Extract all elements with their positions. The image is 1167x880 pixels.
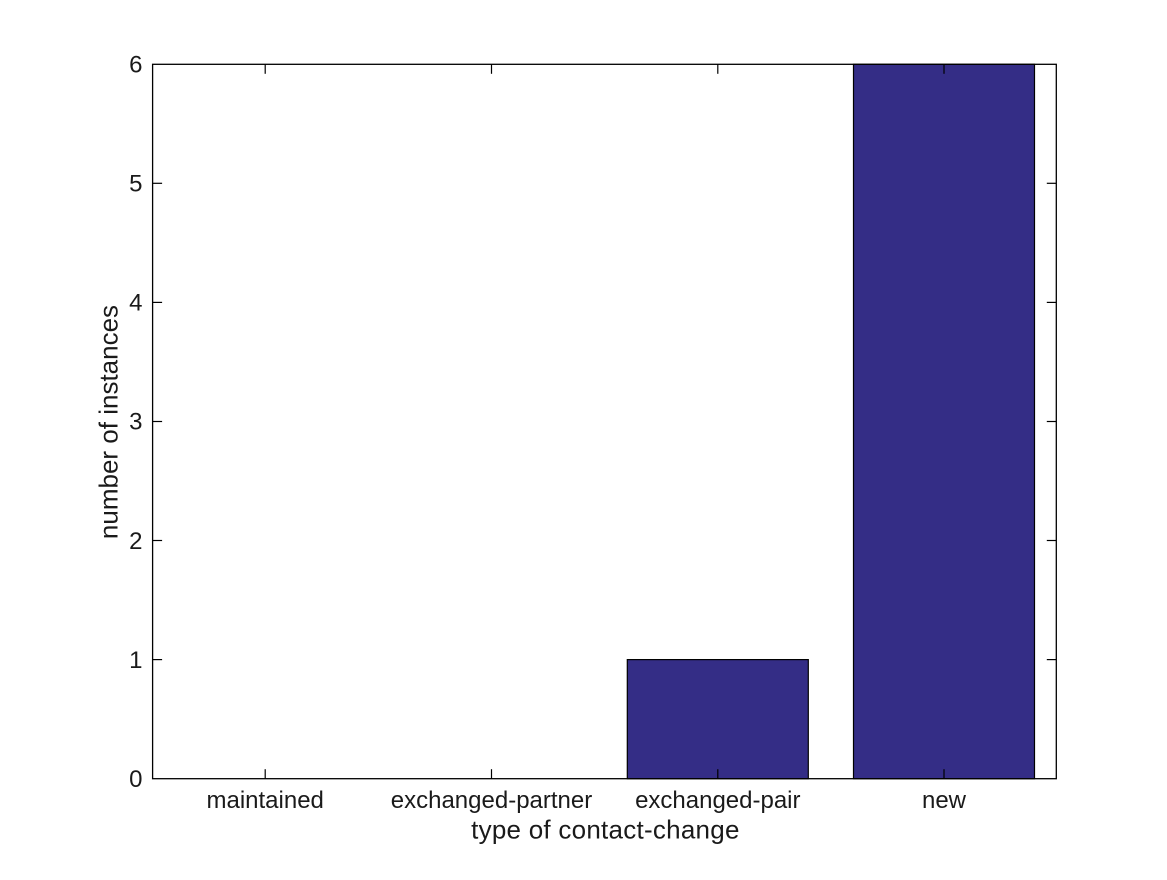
svg-text:maintained: maintained	[206, 787, 323, 814]
svg-text:2: 2	[129, 528, 142, 555]
svg-text:4: 4	[129, 290, 142, 317]
svg-text:type of contact-change: type of contact-change	[471, 815, 740, 845]
svg-text:exchanged-partner: exchanged-partner	[391, 787, 592, 814]
svg-text:1: 1	[129, 647, 142, 674]
svg-text:6: 6	[129, 52, 142, 79]
svg-text:exchanged-pair: exchanged-pair	[635, 787, 800, 814]
svg-text:3: 3	[129, 409, 142, 436]
svg-text:number of instances: number of instances	[94, 305, 124, 539]
svg-text:5: 5	[129, 171, 142, 198]
svg-text:0: 0	[129, 766, 142, 793]
svg-text:new: new	[922, 787, 967, 814]
